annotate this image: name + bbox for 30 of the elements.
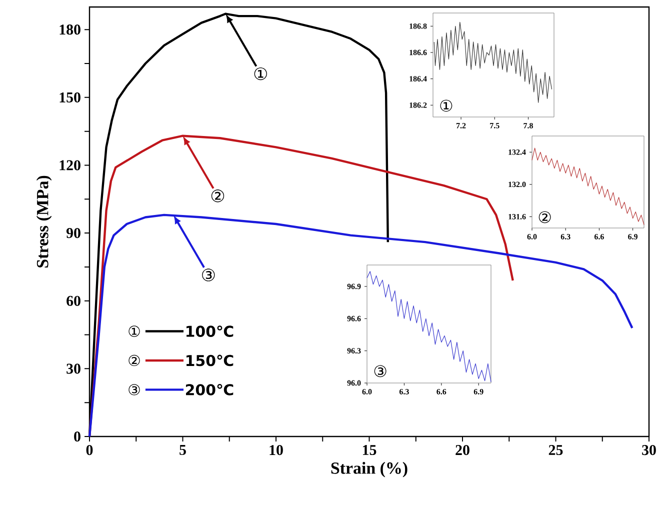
x-tick-label: 0 bbox=[86, 445, 93, 456]
annotation: ① bbox=[254, 67, 267, 80]
text: ② bbox=[128, 354, 140, 366]
annotation: ① bbox=[440, 100, 452, 112]
line-series bbox=[366, 271, 492, 382]
y-tick-label: 180 bbox=[60, 24, 80, 35]
annotation: ② bbox=[538, 211, 551, 224]
annotation: ③ bbox=[374, 365, 386, 378]
annotation: ② bbox=[211, 190, 224, 202]
legend-label: 100℃ bbox=[186, 326, 234, 337]
y-tick-label: 120 bbox=[60, 160, 80, 170]
text: ① bbox=[128, 326, 140, 337]
line-series bbox=[532, 148, 644, 226]
x-tick-label: 10 bbox=[270, 445, 283, 456]
text: ③ bbox=[128, 384, 140, 396]
legend-label: 200℃ bbox=[186, 384, 234, 396]
annotation: ③ bbox=[202, 268, 215, 282]
x-axis-title: Strain (%) bbox=[331, 462, 408, 478]
x-tick-label: 20 bbox=[456, 445, 470, 456]
y-axis-title: Stress (MPa) bbox=[36, 176, 52, 268]
x-tick-label: 30 bbox=[642, 445, 656, 456]
x-tick-label: 25 bbox=[548, 445, 563, 456]
legend-label: 150℃ bbox=[186, 354, 234, 366]
y-tick-label: 0 bbox=[74, 431, 80, 442]
x-tick-label: 15 bbox=[362, 445, 376, 456]
y-tick-label: 60 bbox=[66, 296, 80, 306]
y-tick-label: 30 bbox=[66, 364, 80, 374]
y-tick-label: 90 bbox=[66, 228, 80, 238]
y-tick-label: 150 bbox=[60, 92, 80, 102]
x-tick-label: 5 bbox=[180, 445, 186, 455]
